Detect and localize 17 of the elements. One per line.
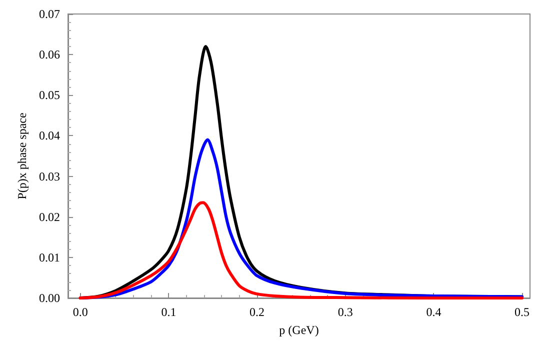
x-axis-title: p (GeV) [279,323,319,337]
y-tick-label: 0.02 [39,210,60,224]
y-tick-label: 0.07 [39,7,60,21]
y-tick-label: 0.03 [39,169,60,184]
line-series [78,201,524,300]
x-tick-label: 0.4 [426,305,442,319]
x-tick-label: 0.2 [250,305,265,319]
x-tick-label: 0.3 [338,305,353,319]
x-tick-label: 0.0 [72,305,88,319]
x-tick-label: 0.5 [514,305,530,319]
y-tick-label: 0.04 [39,128,60,143]
y-tick-label: 0.06 [39,48,60,62]
y-tick-label: 0.00 [39,291,60,305]
y-axis-title: P(p)x phase space [15,112,29,200]
y-tick-label: 0.05 [39,88,60,102]
x-tick-label: 0.1 [161,305,176,319]
y-tick-label: 0.01 [39,250,60,264]
